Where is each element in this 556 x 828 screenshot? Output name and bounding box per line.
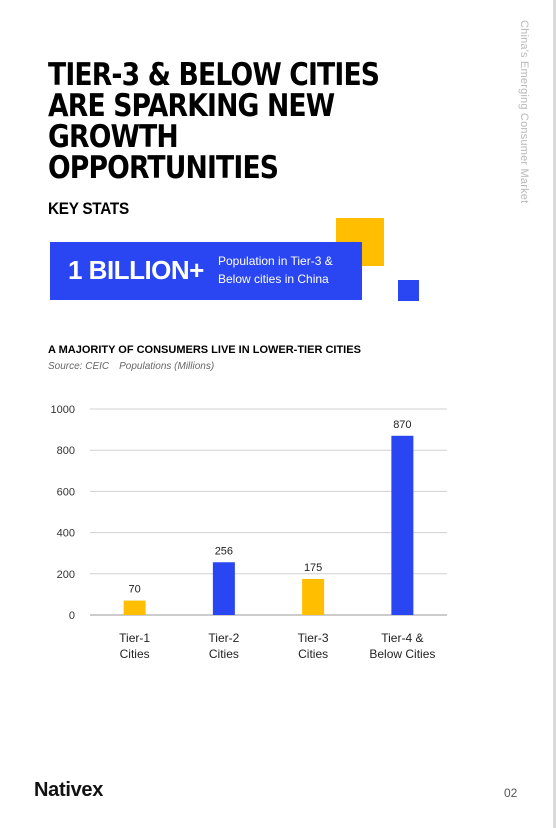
x-tick-label-3-1: Below Cities [369,647,435,661]
data-label-0: 70 [129,584,141,596]
page-title: TIER-3 & BELOW CITIES ARE SPARKING NEW G… [48,57,380,186]
x-tick-label-2-1: Cities [298,647,328,661]
chart-source-text: Source: CEIC [48,361,110,372]
bar-3 [391,435,414,615]
bar-1 [212,562,235,615]
y-tick-label-0: 0 [69,610,75,622]
stat-value: 1 BILLION+ [68,255,204,285]
bar-2 [302,578,325,615]
page-number: 02 [504,786,518,800]
stat-box: 1 BILLION+ Population in Tier-3 & Below … [50,242,362,300]
decorative-blue-square [398,280,419,301]
x-tick-label-2-0: Tier-3 [298,631,329,645]
y-tick-label-400: 400 [57,528,75,540]
x-tick-label-1-1: Cities [209,647,239,661]
key-stats-heading: KEY STATS [48,199,129,218]
bar-chart: 0 200 400 600 800 1000 70 Tier-1 Cities 256 Tier-2… [51,404,447,661]
y-tick-label-200: 200 [57,569,75,581]
x-tick-label-1-0: Tier-2 [208,631,239,645]
chart-source: Source: CEIC Populations (Millions) [48,361,224,372]
page-edge [553,0,556,828]
stat-caption: Population in Tier-3 & Below cities in C… [218,254,333,286]
data-label-3: 870 [393,419,411,431]
side-label: China's Emerging Consumer Market [518,20,530,204]
x-tick-label-3-0: Tier-4 & [381,631,423,645]
y-tick-label-1000: 1000 [51,404,75,416]
x-tick-label-0-1: Cities [120,647,150,661]
nativex-logo: Nativex [34,779,104,801]
chart-unit-note: Populations (Millions) [119,361,215,372]
bar-0 [123,600,146,615]
data-label-1: 256 [215,545,233,557]
y-tick-label-600: 600 [57,486,75,498]
chart-title: A MAJORITY OF CONSUMERS LIVE IN LOWER-TI… [48,344,361,356]
data-label-2: 175 [304,562,322,574]
y-tick-label-800: 800 [57,445,75,457]
x-tick-label-0-0: Tier-1 [119,631,150,645]
